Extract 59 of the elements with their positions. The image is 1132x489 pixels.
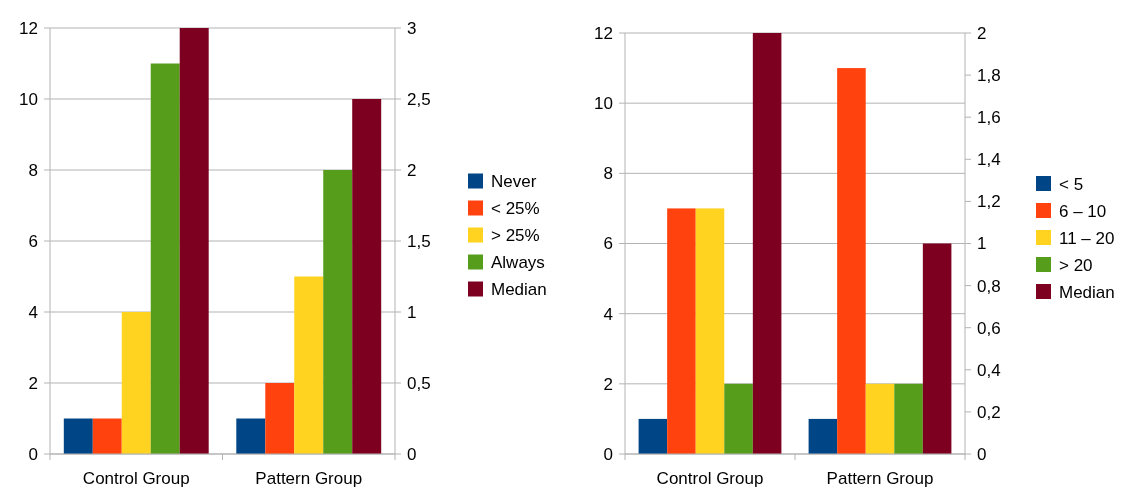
bar: [236, 418, 266, 454]
bar: [865, 383, 895, 454]
y-tick-label: 0: [603, 444, 613, 464]
bar: [724, 383, 753, 454]
x-tick-label: Pattern Group: [826, 469, 934, 488]
x-tick-label: Control Group: [82, 469, 190, 488]
legend-label: 6 – 10: [1059, 201, 1107, 221]
bar: [92, 418, 122, 454]
y2-tick-label: 0,8: [977, 276, 1001, 296]
bar: [638, 418, 668, 454]
y-tick-label: 0: [28, 444, 38, 464]
y2-tick-label: 1,6: [977, 108, 1001, 128]
y-tick-label: 10: [19, 89, 38, 109]
bar: [695, 208, 725, 454]
y-tick-label: 10: [594, 94, 613, 114]
legend-label: Always: [491, 253, 545, 273]
y-tick-label: 8: [603, 164, 613, 184]
bar: [63, 418, 93, 454]
y2-tick-label: 2: [407, 160, 417, 180]
y-tick-label: 12: [19, 18, 38, 38]
y2-tick-label: 1,4: [977, 150, 1001, 170]
legend-label: > 20: [1059, 255, 1093, 275]
y-tick-label: 8: [28, 160, 38, 180]
y2-tick-label: 0: [977, 444, 987, 464]
y-tick-label: 4: [603, 304, 613, 324]
x-tick-label: Pattern Group: [255, 469, 363, 488]
bar: [121, 312, 151, 454]
legend-label: Median: [1059, 282, 1115, 302]
legend-label: Median: [491, 280, 547, 300]
y2-tick-label: 1,2: [977, 192, 1001, 212]
y2-tick-label: 2,5: [407, 89, 431, 109]
y2-tick-label: 0,5: [407, 373, 431, 393]
y-tick-label: 6: [603, 234, 613, 254]
y2-tick-label: 1,5: [407, 231, 431, 251]
bar: [837, 68, 866, 454]
y2-tick-label: 2: [977, 23, 987, 43]
x-tick-label: Control Group: [656, 469, 764, 488]
y2-tick-label: 3: [407, 18, 417, 38]
legend-label: 11 – 20: [1059, 228, 1115, 248]
y2-tick-label: 1: [407, 302, 417, 322]
bar: [667, 208, 696, 454]
legend-label: > 25%: [491, 226, 540, 246]
y-tick-label: 2: [603, 374, 613, 394]
y-tick-label: 2: [28, 373, 38, 393]
bar: [294, 276, 324, 454]
y2-tick-label: 0,4: [977, 360, 1001, 380]
y2-tick-label: 0,2: [977, 402, 1001, 422]
y2-tick-label: 1: [977, 234, 987, 254]
legend-label: Never: [491, 172, 537, 192]
y2-tick-label: 1,8: [977, 66, 1001, 86]
y-tick-label: 4: [28, 302, 38, 322]
y-tick-label: 12: [594, 23, 613, 43]
legend-label: < 25%: [491, 199, 540, 219]
legend-label: < 5: [1059, 174, 1084, 194]
bar: [265, 383, 295, 454]
bar: [808, 418, 838, 454]
y-tick-label: 6: [28, 231, 38, 251]
y2-tick-label: 0,6: [977, 318, 1001, 338]
y2-tick-label: 0: [407, 444, 417, 464]
